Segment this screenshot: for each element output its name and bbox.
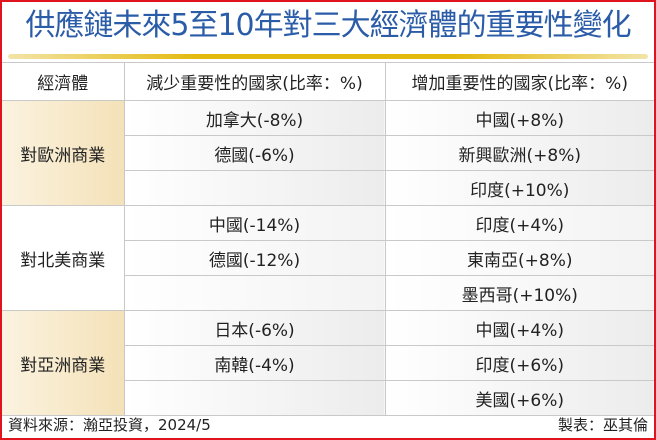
- table-row: 德國(-12%) 東南亞(+8%): [2, 240, 654, 276]
- footer: 資料來源：瀚亞投資，2024/5 製表：巫其倫: [8, 414, 648, 435]
- decrease-cell: 德國(-6%): [124, 135, 386, 171]
- increase-cell: 印度(+6%): [384, 345, 654, 381]
- table-row: 印度(+10%): [2, 170, 654, 206]
- table-row: 對北美商業 中國(-14%) 印度(+4%): [2, 205, 654, 311]
- increase-cell: 美國(+6%): [384, 380, 654, 416]
- decrease-cell: 日本(-6%): [123, 310, 386, 346]
- header-increase: 增加重要性的國家(比率：%): [384, 62, 654, 101]
- table-row: 墨西哥(+10%): [2, 275, 654, 311]
- increase-cell: 新興歐洲(+8%): [384, 135, 654, 171]
- source-note: 資料來源：瀚亞投資，2024/5: [8, 416, 211, 434]
- decrease-cell: [124, 275, 386, 311]
- decrease-cell: [124, 380, 386, 416]
- title-divider: [8, 54, 648, 59]
- economy-cell: 對歐洲商業: [2, 100, 125, 206]
- increase-cell: 印度(+10%): [384, 170, 654, 206]
- table-row: 對亞洲商業 日本(-6%) 中國(+4%): [2, 310, 654, 416]
- table-row: 美國(+6%): [2, 380, 654, 416]
- page-title: 供應鏈未來5至10年對三大經濟體的重要性變化: [25, 8, 631, 43]
- table-row: 德國(-6%) 新興歐洲(+8%): [2, 135, 654, 171]
- decrease-cell: 南韓(-4%): [124, 345, 386, 381]
- credit-note: 製表：巫其倫: [557, 416, 648, 434]
- table-row: 南韓(-4%) 印度(+6%): [2, 345, 654, 381]
- decrease-cell: [124, 170, 386, 206]
- table-row: 對歐洲商業 加拿大(-8%) 中國(+8%): [2, 100, 654, 206]
- decrease-cell: 德國(-12%): [124, 240, 386, 276]
- increase-cell: 印度(+4%): [384, 205, 654, 241]
- header-economy: 經濟體: [2, 62, 125, 101]
- increase-cell: 東南亞(+8%): [384, 240, 654, 276]
- increase-cell: 墨西哥(+10%): [384, 275, 654, 311]
- increase-cell: 中國(+8%): [384, 100, 654, 136]
- increase-cell: 中國(+4%): [384, 310, 654, 346]
- header-decrease: 減少重要性的國家(比率：%): [123, 62, 386, 101]
- economy-cell: 對北美商業: [2, 205, 125, 311]
- decrease-cell: 中國(-14%): [123, 205, 386, 241]
- importance-table: 經濟體 減少重要性的國家(比率：%) 增加重要性的國家(比率：%) 對歐洲商業加…: [2, 62, 654, 416]
- decrease-cell: 加拿大(-8%): [123, 100, 386, 136]
- table-header-row: 經濟體 減少重要性的國家(比率：%) 增加重要性的國家(比率：%): [2, 62, 654, 101]
- economy-cell: 對亞洲商業: [2, 310, 125, 416]
